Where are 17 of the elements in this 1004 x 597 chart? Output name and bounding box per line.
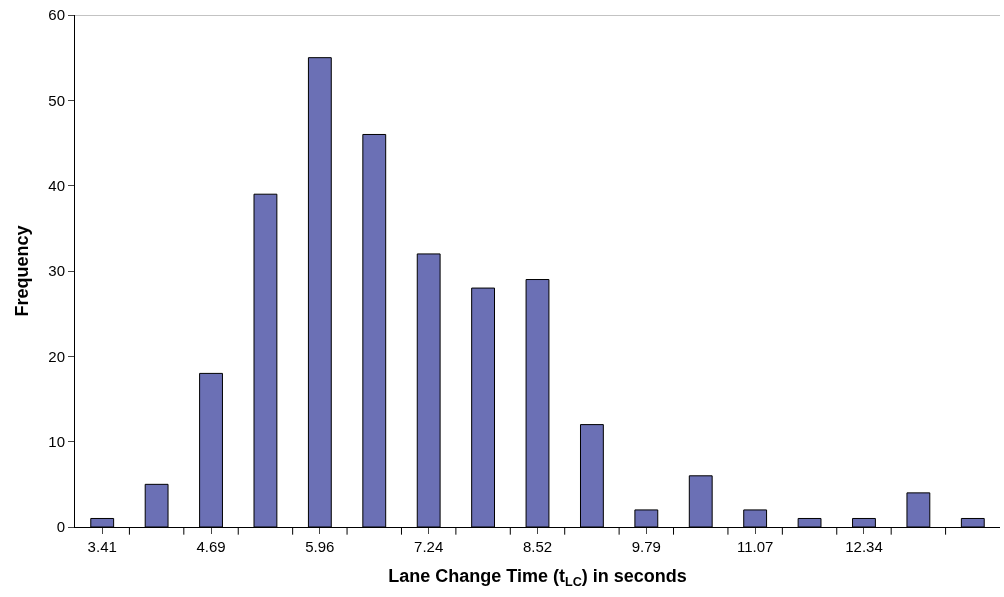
x-tick-label: 12.34 xyxy=(845,538,883,555)
y-tick-label: 10 xyxy=(48,432,65,450)
y-tick-label: 40 xyxy=(48,176,65,194)
y-tick-label: 20 xyxy=(48,347,65,365)
x-tick-label: 3.41 xyxy=(87,538,117,555)
x-tick-label: 5.96 xyxy=(305,538,335,555)
x-tick-label: 4.69 xyxy=(196,538,226,555)
y-tick-label: 30 xyxy=(48,262,65,280)
y-axis-title: Frequency xyxy=(11,225,32,317)
y-tick-label: 50 xyxy=(48,91,65,109)
x-tick-label: 8.52 xyxy=(522,538,553,555)
x-axis-title: Lane Change Time (t$_{LC}$) in seconds xyxy=(388,566,687,589)
x-tick-label: 9.79 xyxy=(631,538,661,555)
x-tick-label: 7.24 xyxy=(414,538,444,555)
y-tick-label: 60 xyxy=(48,6,65,24)
x-tick-label: 11.07 xyxy=(736,538,774,555)
y-tick-label: 0 xyxy=(56,518,65,536)
